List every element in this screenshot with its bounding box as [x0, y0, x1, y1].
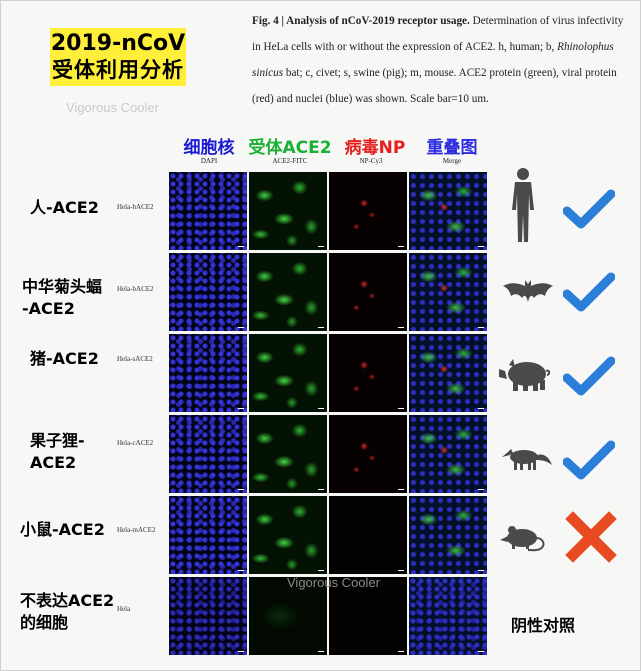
cross-icon [565, 511, 617, 563]
panel-human-ace2 [249, 172, 327, 250]
panel-human-np [329, 172, 407, 250]
row-label-bat: 中华菊头蝠 -ACE2 [22, 277, 103, 318]
panel-civet-merge [409, 415, 487, 493]
check-icon [563, 356, 615, 396]
panel-bat-np [329, 253, 407, 331]
row-cell-line-pig: Hela-sACE2 [117, 355, 153, 363]
row-label-control: 不表达ACE2 的细胞 [20, 591, 115, 632]
panel-bat-ace2 [249, 253, 327, 331]
row-cell-line-control: Hela [117, 605, 131, 613]
check-icon [563, 189, 615, 229]
bat-icon [503, 280, 553, 302]
check-icon [563, 440, 615, 480]
panel-human-dapi [169, 172, 247, 250]
badge-line-1: 2019-nCoV [50, 31, 186, 56]
panel-mouse-np [329, 496, 407, 574]
badge-line-2: 受体利用分析 [52, 58, 184, 82]
civet-icon [502, 449, 552, 470]
row-label-mouse: 小鼠-ACE2 [20, 520, 105, 539]
caption-fig-label: Fig. 4 | Analysis of nCoV-2019 receptor … [252, 15, 470, 27]
caption-text-1: Determination of virus infectivity in He… [252, 15, 624, 53]
row-label-civet: 果子狸- ACE2 [30, 431, 85, 472]
title-badge: 2019-nCoV 受体利用分析 [50, 28, 186, 86]
figure-caption: Fig. 4 | Analysis of nCoV-2019 receptor … [252, 8, 630, 112]
column-title-merge: 重叠图 [426, 138, 478, 158]
row-cell-line-civet: Hela-cACE2 [117, 439, 154, 447]
column-sub-merge: Merge [442, 157, 462, 165]
panel-mouse-ace2 [249, 496, 327, 574]
panel-bat-merge [409, 253, 487, 331]
panel-control-ace2 [249, 577, 327, 655]
panel-control-dapi [169, 577, 247, 655]
panel-civet-ace2 [249, 415, 327, 493]
panel-civet-dapi [169, 415, 247, 493]
panel-pig-ace2 [249, 334, 327, 412]
row-cell-line-bat: Hela-bACE2 [117, 285, 154, 293]
panel-pig-np [329, 334, 407, 412]
caption-species: Rhinolophus sinicus [252, 41, 614, 79]
check-icon [563, 272, 615, 312]
pig-icon [499, 359, 551, 391]
negative-control-label: 阴性对照 [511, 616, 576, 635]
panel-mouse-dapi [169, 496, 247, 574]
row-label-human: 人-ACE2 [30, 198, 99, 217]
column-title-dapi: 细胞核 [183, 138, 235, 158]
panel-control-np [329, 577, 407, 655]
panel-pig-dapi [169, 334, 247, 412]
panel-pig-merge [409, 334, 487, 412]
panel-mouse-merge [409, 496, 487, 574]
row-label-pig: 猪-ACE2 [30, 349, 99, 368]
column-sub-ace2: ACE2-FITC [272, 157, 308, 165]
panel-control-merge [409, 577, 487, 655]
column-sub-dapi: DAPI [200, 157, 218, 165]
watermark-top: Vigorous Cooler [66, 100, 159, 115]
column-title-np: 病毒NP [344, 138, 406, 158]
panel-human-merge [409, 172, 487, 250]
panel-civet-np [329, 415, 407, 493]
caption-text-2: bat; c, civet; s, swine (pig); m, mouse.… [252, 67, 617, 105]
column-title-ace2: 受体ACE2 [248, 138, 332, 158]
row-cell-line-mouse: Hela-mACE2 [117, 526, 156, 534]
human-icon [512, 168, 534, 242]
mouse-icon [500, 526, 545, 552]
watermark-bottom: Vigorous Cooler [287, 575, 380, 590]
row-cell-line-human: Hela-hACE2 [117, 203, 154, 211]
panel-bat-dapi [169, 253, 247, 331]
column-sub-np: NP-Cy3 [359, 157, 383, 165]
